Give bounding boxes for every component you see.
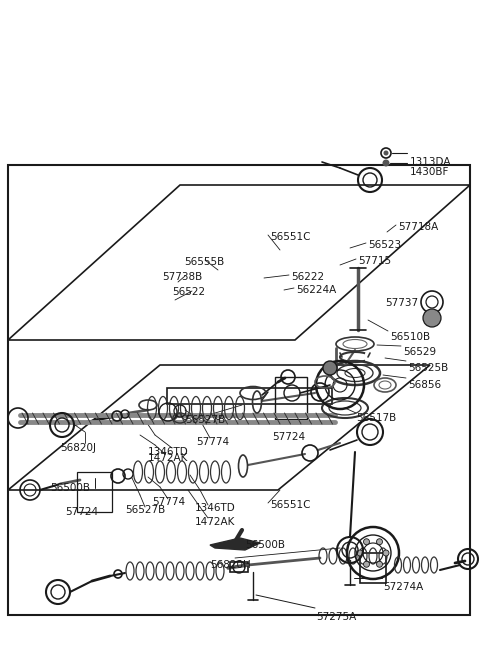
- Text: 57774: 57774: [196, 437, 229, 447]
- Text: 57718A: 57718A: [398, 222, 438, 232]
- Text: 57724: 57724: [65, 507, 98, 517]
- Text: 1472AK: 1472AK: [148, 453, 188, 463]
- Circle shape: [323, 361, 337, 375]
- Polygon shape: [210, 538, 260, 550]
- Circle shape: [376, 539, 383, 545]
- Text: 57738B: 57738B: [162, 272, 202, 282]
- Text: 57724: 57724: [272, 432, 305, 442]
- Text: 56551C: 56551C: [270, 500, 311, 510]
- Text: 56529: 56529: [403, 347, 436, 357]
- Text: 56527B: 56527B: [185, 415, 225, 425]
- Text: 1472AK: 1472AK: [195, 517, 235, 527]
- Circle shape: [363, 561, 370, 567]
- Circle shape: [383, 160, 389, 166]
- Text: 56551C: 56551C: [270, 232, 311, 242]
- Text: 56517B: 56517B: [356, 413, 396, 423]
- Text: 56525B: 56525B: [408, 363, 448, 373]
- Text: 56856: 56856: [408, 380, 441, 390]
- Bar: [167, 388, 332, 404]
- Circle shape: [383, 550, 389, 556]
- Text: 56500B: 56500B: [245, 540, 285, 550]
- Circle shape: [357, 550, 363, 556]
- Text: 56224A: 56224A: [296, 285, 336, 295]
- Text: 56523: 56523: [368, 240, 401, 250]
- Text: 56820J: 56820J: [60, 443, 96, 453]
- Circle shape: [423, 309, 441, 327]
- Bar: [360, 553, 386, 583]
- Text: 1346TD: 1346TD: [195, 503, 236, 513]
- Bar: [275, 377, 307, 419]
- Text: 56222: 56222: [291, 272, 324, 282]
- Text: 57274A: 57274A: [383, 582, 423, 592]
- Bar: [77, 472, 112, 512]
- Text: 57275A: 57275A: [316, 612, 356, 622]
- Text: 1346TD: 1346TD: [148, 447, 189, 457]
- Text: 56527B: 56527B: [125, 505, 165, 515]
- Text: 1313DA: 1313DA: [410, 157, 452, 167]
- Text: 56820H: 56820H: [210, 560, 251, 570]
- Circle shape: [384, 151, 388, 155]
- Text: 56522: 56522: [172, 287, 205, 297]
- Text: 56500B: 56500B: [50, 483, 90, 493]
- Text: 57737: 57737: [385, 298, 418, 308]
- Circle shape: [363, 539, 370, 545]
- Circle shape: [376, 561, 383, 567]
- Text: 57715: 57715: [358, 256, 391, 266]
- Text: 56510B: 56510B: [390, 332, 430, 342]
- Text: 1430BF: 1430BF: [410, 167, 449, 177]
- Text: 57774: 57774: [152, 497, 185, 507]
- Text: 56555B: 56555B: [184, 257, 224, 267]
- Bar: [8, 165, 470, 615]
- Bar: [230, 562, 248, 572]
